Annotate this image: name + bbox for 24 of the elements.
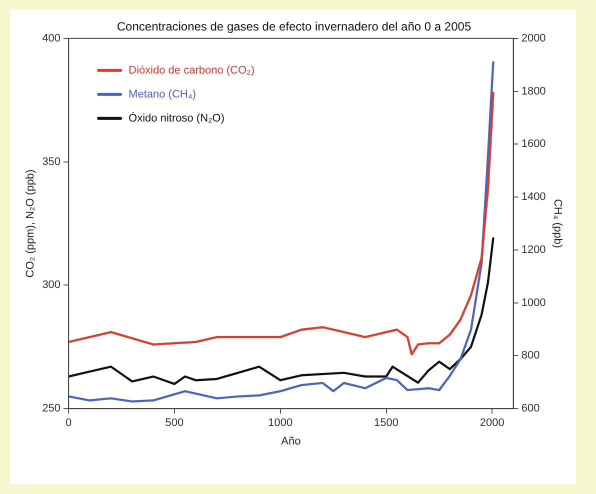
legend-label: Dióxido de carbono (CO₂): [128, 64, 254, 76]
y-tick-label: 250: [42, 402, 61, 415]
legend-label: Metano (CH₄): [128, 88, 196, 100]
y2-tick-label: 1200: [521, 244, 546, 256]
y2-axis-title: CH₄ (ppb): [551, 198, 564, 248]
y-tick-label: 350: [42, 156, 61, 168]
legend-label: Óxido nitroso (N₂O): [128, 111, 225, 124]
y2-tick-label: 1800: [521, 85, 546, 98]
x-tick-label: 500: [165, 417, 184, 430]
y-tick-label: 400: [42, 32, 61, 44]
y-tick-label: 300: [42, 279, 61, 292]
y2-tick-label: 1600: [521, 138, 546, 150]
y2-tick-label: 1400: [521, 191, 546, 204]
x-tick-label: 1000: [268, 417, 293, 430]
chart-title: Concentraciones de gases de efecto invernadero del año 0 a 2005: [116, 20, 472, 34]
x-tick-label: 2000: [480, 417, 504, 430]
y-axis-title: CO₂ (ppm), N₂O (ppb): [24, 169, 37, 278]
x-tick-label: 0: [65, 417, 72, 430]
y2-tick-label: 800: [521, 350, 540, 362]
y2-tick-label: 600: [521, 402, 540, 415]
y2-tick-label: 2000: [521, 32, 546, 44]
x-tick-label: 1500: [374, 417, 398, 430]
y2-tick-label: 1000: [521, 296, 546, 309]
x-axis-title: Año: [281, 435, 301, 448]
